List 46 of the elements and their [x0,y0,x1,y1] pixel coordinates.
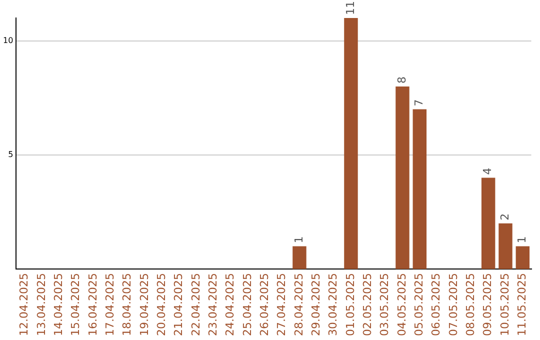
x-tick-label: 22.04.2025 [189,273,202,336]
x-tick-label: 10.05.2025 [498,273,512,336]
x-tick-label: 07.05.2025 [446,273,460,336]
y-tick-label: 10 [2,36,14,45]
x-tick-label: 04.05.2025 [395,273,408,336]
bar [344,18,358,270]
data-label: 1 [292,236,306,244]
bar [481,178,496,270]
bar [412,109,427,270]
x-tick-label: 27.04.2025 [275,273,288,336]
x-tick-label: 15.04.2025 [69,273,82,336]
x-tick-label: 05.05.2025 [412,273,426,336]
x-tick-label: 14.04.2025 [52,273,65,336]
x-tick-label: 28.04.2025 [292,273,306,336]
x-tick-label: 26.04.2025 [258,273,271,336]
x-tick-label: 12.04.2025 [18,273,31,336]
bar [516,246,530,270]
bar [396,86,410,270]
bar [292,246,306,270]
x-tick-label: 02.05.2025 [361,273,374,336]
data-label: 4 [481,168,494,175]
y-tick-label: 5 [8,150,14,159]
x-tick-label: 09.05.2025 [481,273,494,336]
x-tick-label: 01.05.2025 [344,273,357,336]
x-tick-label: 25.04.2025 [240,273,254,336]
data-label: 2 [498,213,512,220]
x-tick-label: 23.04.2025 [206,273,220,336]
x-tick-label: 06.05.2025 [430,273,443,336]
x-tick-label: 08.05.2025 [464,273,478,336]
x-tick-label: 03.05.2025 [378,273,392,336]
x-tick-label: 18.04.2025 [120,273,134,336]
x-tick-label: 20.04.2025 [154,273,168,336]
data-label: 11 [344,1,357,15]
x-tick-label: 19.04.2025 [138,273,151,336]
data-label: 7 [412,99,426,106]
x-tick-label: 11.05.2025 [516,273,529,336]
x-tick-label: 13.04.2025 [34,273,48,336]
x-tick-label: 30.04.2025 [326,273,340,336]
x-tick-label: 29.04.2025 [309,273,322,336]
x-tick-label: 21.04.2025 [172,273,186,336]
data-label: 8 [395,76,408,84]
bar [498,223,512,270]
data-label: 1 [516,236,529,244]
x-tick-label: 24.04.2025 [224,273,237,336]
x-tick-label: 16.04.2025 [86,273,100,336]
x-tick-label: 17.04.2025 [103,273,116,336]
